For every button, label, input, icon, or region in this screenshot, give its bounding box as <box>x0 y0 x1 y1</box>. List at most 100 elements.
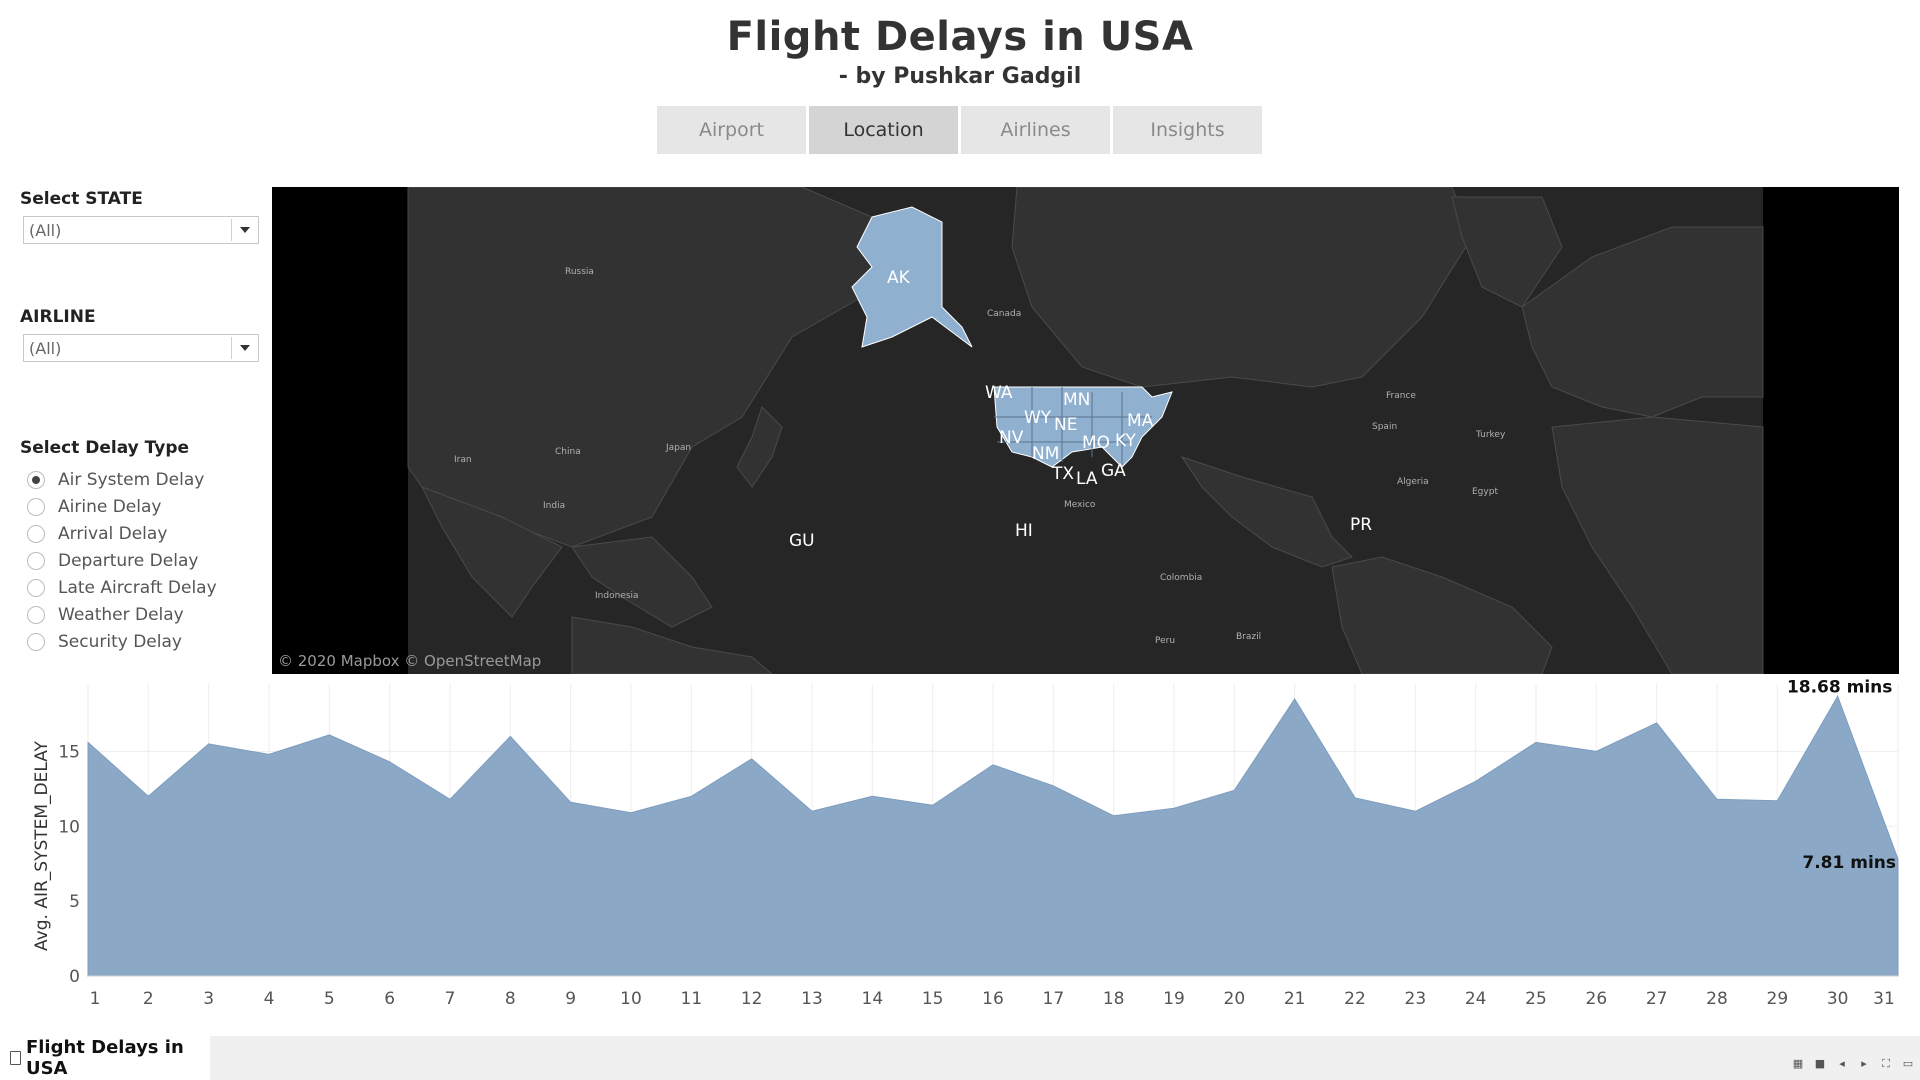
x-tick-label: 1 <box>90 989 101 1009</box>
present-icon[interactable]: ▭ <box>1902 1057 1914 1070</box>
radio-security-delay[interactable]: Security Delay <box>27 628 217 655</box>
x-tick-label: 30 <box>1827 989 1849 1009</box>
state-label[interactable]: WA <box>985 383 1013 403</box>
y-tick-label: 15 <box>58 742 80 762</box>
chart-annotations: 18.68 mins 7.81 mins <box>1787 677 1896 873</box>
radio-label: Airine Delay <box>58 496 162 517</box>
landmass-africa <box>1551 416 1764 674</box>
x-tick-label: 21 <box>1284 989 1306 1009</box>
place-label: Peru <box>1155 636 1175 646</box>
map-attribution: © 2020 Mapbox © OpenStreetMap <box>278 652 542 670</box>
radio-icon[interactable] <box>27 551 45 570</box>
state-label[interactable]: TX <box>1051 464 1074 484</box>
highlighted-states[interactable] <box>851 206 1173 468</box>
air-system-delay-area[interactable] <box>87 695 1899 977</box>
state-dropdown[interactable]: (All) <box>23 216 259 244</box>
landmass-japan <box>736 406 783 488</box>
state-label[interactable]: GU <box>789 531 815 551</box>
landmass-southeast-asia <box>571 536 713 628</box>
chevron-down-icon[interactable] <box>240 227 250 233</box>
landmass-south-america <box>1331 556 1553 674</box>
state-map[interactable]: AK HI GU PR WA MN WY NE NV MO KY MA NM T… <box>272 187 1899 674</box>
landmass-europe <box>1521 226 1764 418</box>
y-axis-ticks: 0 5 10 15 <box>58 742 80 987</box>
x-tick-label: 2 <box>143 989 154 1009</box>
state-borders <box>994 387 1152 465</box>
delay-type-label: Select Delay Type <box>20 438 190 458</box>
x-tick-label: 6 <box>384 989 395 1009</box>
x-tick-label: 22 <box>1344 989 1366 1009</box>
place-label: India <box>543 501 565 511</box>
tab-insights[interactable]: Insights <box>1113 106 1262 154</box>
state-label[interactable]: HI <box>1015 521 1033 541</box>
place-label: Mexico <box>1064 500 1096 510</box>
x-tick-label: 12 <box>741 989 763 1009</box>
sheet-tab-label: Flight Delays in USA <box>25 1037 184 1079</box>
navigation-tabs: Airport Location Airlines Insights <box>657 106 1265 154</box>
state-label[interactable]: GA <box>1101 461 1126 481</box>
place-label: China <box>555 447 581 457</box>
data-label: 7.81 mins <box>1802 853 1896 873</box>
radio-weather-delay[interactable]: Weather Delay <box>27 601 217 628</box>
airline-dropdown[interactable]: (All) <box>23 334 259 362</box>
y-tick-label: 5 <box>69 892 80 912</box>
map-canvas[interactable]: AK HI GU PR WA MN WY NE NV MO KY MA NM T… <box>272 187 1899 674</box>
radio-icon[interactable] <box>27 605 45 624</box>
tab-airport[interactable]: Airport <box>657 106 806 154</box>
state-label[interactable]: LA <box>1076 469 1098 489</box>
state-label[interactable]: MO <box>1082 433 1110 453</box>
state-label[interactable]: MA <box>1127 411 1154 431</box>
radio-late-aircraft-delay[interactable]: Late Aircraft Delay <box>27 574 217 601</box>
radio-label: Weather Delay <box>58 604 184 625</box>
radio-selected-icon[interactable] <box>27 470 45 489</box>
x-tick-label: 3 <box>203 989 214 1009</box>
radio-icon[interactable] <box>27 497 45 516</box>
landmass-mexico <box>1180 456 1353 568</box>
radio-label: Air System Delay <box>58 469 205 490</box>
place-label-layer: Russia Canada China Japan India Iran Ind… <box>454 267 1506 646</box>
tab-location[interactable]: Location <box>809 106 958 154</box>
radio-arrival-delay[interactable]: Arrival Delay <box>27 520 217 547</box>
state-label[interactable]: NE <box>1054 415 1077 435</box>
state-label-layer: AK HI GU PR WA MN WY NE NV MO KY MA NM T… <box>789 268 1372 551</box>
state-label[interactable]: MN <box>1063 390 1090 410</box>
x-tick-label: 13 <box>801 989 823 1009</box>
sheet-tab[interactable]: Flight Delays in USA <box>0 1036 210 1080</box>
place-label: Spain <box>1372 422 1397 432</box>
radio-airline-delay[interactable]: Airine Delay <box>27 493 217 520</box>
state-label[interactable]: PR <box>1350 515 1372 535</box>
state-filter-label: Select STATE <box>20 189 143 209</box>
radio-icon[interactable] <box>27 632 45 651</box>
fullscreen-icon[interactable]: ⛶ <box>1882 1057 1890 1070</box>
radio-label: Departure Delay <box>58 550 199 571</box>
place-label: Turkey <box>1475 430 1506 440</box>
x-tick-label: 16 <box>982 989 1004 1009</box>
filmstrip-icon[interactable]: ■ <box>1814 1057 1826 1070</box>
chevron-down-icon[interactable] <box>240 345 250 351</box>
place-label: Russia <box>565 267 594 277</box>
radio-departure-delay[interactable]: Departure Delay <box>27 547 217 574</box>
grid-view-icon[interactable]: ▦ <box>1792 1057 1804 1070</box>
radio-label: Late Aircraft Delay <box>58 577 217 598</box>
state-label[interactable]: KY <box>1115 431 1137 451</box>
radio-air-system-delay[interactable]: Air System Delay <box>27 466 217 493</box>
radio-icon[interactable] <box>27 524 45 543</box>
x-tick-label: 25 <box>1525 989 1547 1009</box>
state-label[interactable]: WY <box>1024 408 1052 428</box>
next-sheet-icon[interactable]: ▸ <box>1861 1057 1867 1070</box>
place-label: Japan <box>665 443 691 453</box>
x-tick-label: 29 <box>1767 989 1789 1009</box>
x-tick-label: 11 <box>681 989 703 1009</box>
landmass-greenland <box>1451 196 1563 308</box>
state-label[interactable]: AK <box>887 268 911 288</box>
x-tick-label: 20 <box>1224 989 1246 1009</box>
radio-icon[interactable] <box>27 578 45 597</box>
x-tick-label: 26 <box>1586 989 1608 1009</box>
state-label[interactable]: NM <box>1032 444 1059 464</box>
prev-sheet-icon[interactable]: ◂ <box>1839 1057 1845 1070</box>
landmass-indonesia <box>571 616 773 674</box>
footer-toolbar: ▦ ■ ◂ ▸ ⛶ ▭ <box>1792 1058 1914 1070</box>
tab-airlines[interactable]: Airlines <box>961 106 1110 154</box>
state-label[interactable]: NV <box>999 428 1024 448</box>
